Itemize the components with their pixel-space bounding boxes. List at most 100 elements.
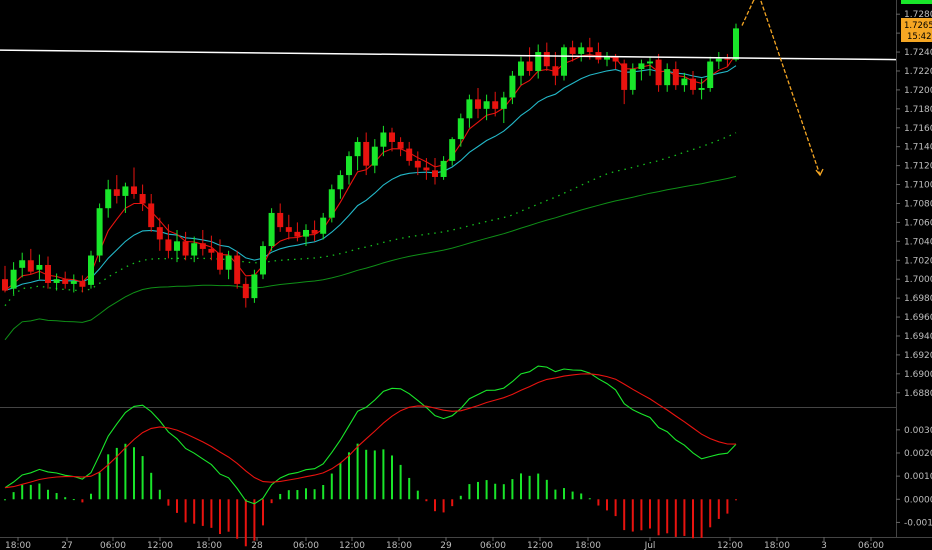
candle bbox=[406, 141, 413, 166]
candle bbox=[354, 137, 361, 171]
candle bbox=[414, 151, 421, 176]
candle bbox=[328, 184, 335, 223]
candle bbox=[2, 265, 8, 293]
macd-histogram-bar bbox=[201, 499, 204, 526]
macd-histogram-bar bbox=[64, 497, 67, 500]
macd-histogram-bar bbox=[107, 454, 110, 500]
macd-histogram-bar bbox=[279, 493, 282, 500]
macd-histogram-bar bbox=[184, 499, 187, 523]
time-tick-label: 28 bbox=[251, 541, 263, 550]
time-tick-label: 18:00 bbox=[5, 541, 31, 550]
candle bbox=[535, 44, 542, 79]
macd-histogram-bar bbox=[227, 499, 230, 532]
candle bbox=[733, 23, 739, 62]
macd-histogram-bar bbox=[150, 472, 153, 500]
candle bbox=[156, 217, 163, 251]
macd-histogram-bar bbox=[657, 499, 660, 536]
price-tag-timer: 15:42 bbox=[907, 32, 932, 42]
candle bbox=[690, 70, 696, 95]
candle bbox=[380, 125, 387, 157]
macd-histogram-bar bbox=[115, 447, 118, 500]
candle bbox=[191, 236, 198, 263]
macd-histogram-bar bbox=[391, 455, 393, 500]
candle bbox=[217, 239, 223, 275]
price-tick-label: 1.72200 bbox=[904, 67, 932, 77]
price-tick-label: 1.72000 bbox=[904, 86, 932, 96]
macd-histogram-bar bbox=[580, 493, 583, 500]
candle bbox=[724, 53, 731, 67]
macd-histogram-bar bbox=[451, 499, 454, 507]
candle bbox=[638, 59, 645, 81]
price-tick-label: 1.70200 bbox=[904, 256, 932, 266]
candle bbox=[466, 94, 473, 128]
macd-histogram-bar bbox=[262, 499, 264, 526]
macd-histogram-bar bbox=[700, 499, 703, 538]
candle bbox=[543, 42, 550, 71]
macd-histogram-bar bbox=[253, 499, 256, 541]
candle bbox=[475, 88, 481, 119]
price-tag: 1.72653 15:42 bbox=[901, 0, 932, 42]
time-tick-label: 06:00 bbox=[858, 541, 884, 550]
candle bbox=[526, 47, 533, 76]
macd-histogram-bar bbox=[494, 483, 497, 500]
candle bbox=[389, 127, 395, 152]
price-tick-label: 1.69600 bbox=[904, 313, 932, 323]
candle bbox=[337, 170, 344, 199]
candle bbox=[561, 44, 567, 81]
macd-histogram-bar bbox=[459, 495, 462, 500]
candle bbox=[294, 222, 301, 242]
time-tick-label: 29 bbox=[440, 541, 452, 550]
macd-histogram-bar bbox=[425, 499, 428, 502]
macd-histogram-bar bbox=[4, 499, 6, 501]
macd-histogram-bar bbox=[90, 493, 92, 500]
macd-histogram-bar bbox=[305, 488, 307, 500]
macd-histogram-bar bbox=[38, 483, 41, 500]
candle bbox=[36, 254, 43, 280]
macd-histogram-bar bbox=[356, 443, 359, 500]
time-tick-label: 18:00 bbox=[386, 541, 412, 550]
time-tick-label: 27 bbox=[61, 541, 72, 550]
projection-arrow[interactable] bbox=[741, 0, 824, 177]
time-tick-label: 12:00 bbox=[339, 541, 365, 550]
candle bbox=[346, 151, 352, 185]
candle bbox=[363, 132, 370, 176]
candle bbox=[311, 220, 318, 242]
macd-histogram-bar bbox=[313, 489, 316, 500]
price-tick-label: 1.71000 bbox=[904, 181, 932, 191]
macd-histogram-bar bbox=[236, 499, 239, 539]
macd-histogram-bar bbox=[614, 499, 617, 517]
price-tag-value: 1.72653 bbox=[904, 21, 932, 31]
macd-histogram-bar bbox=[520, 473, 522, 500]
price-tick-label: 1.70400 bbox=[904, 237, 932, 247]
candle bbox=[629, 63, 636, 95]
candle bbox=[225, 250, 232, 280]
resistance-line[interactable] bbox=[0, 49, 897, 61]
dotted-moving-average-line bbox=[4, 132, 737, 307]
candle bbox=[664, 63, 671, 92]
candle bbox=[371, 139, 378, 174]
price-tick-label: 1.71800 bbox=[904, 105, 932, 115]
macd-histogram-bar bbox=[692, 499, 694, 539]
price-tick-label: 1.69000 bbox=[904, 370, 932, 380]
candle bbox=[303, 224, 309, 247]
macd-histogram-bar bbox=[270, 499, 273, 504]
candle bbox=[500, 91, 507, 124]
macd-histogram-bar bbox=[726, 499, 729, 514]
macd-histogram-bar bbox=[588, 498, 591, 500]
candle bbox=[96, 203, 103, 263]
candle bbox=[113, 175, 120, 204]
candle bbox=[492, 91, 499, 117]
macd-histogram bbox=[4, 443, 737, 547]
time-tick-label: 12:00 bbox=[717, 541, 743, 550]
macd-histogram-bar bbox=[511, 479, 514, 500]
macd-histogram-bar bbox=[683, 499, 686, 536]
macd-histogram-bar bbox=[176, 499, 178, 513]
candle bbox=[234, 250, 241, 289]
candle bbox=[569, 40, 576, 62]
macd-histogram-bar bbox=[158, 489, 161, 500]
candle bbox=[105, 179, 112, 218]
candle bbox=[251, 269, 258, 303]
candle bbox=[165, 224, 172, 259]
